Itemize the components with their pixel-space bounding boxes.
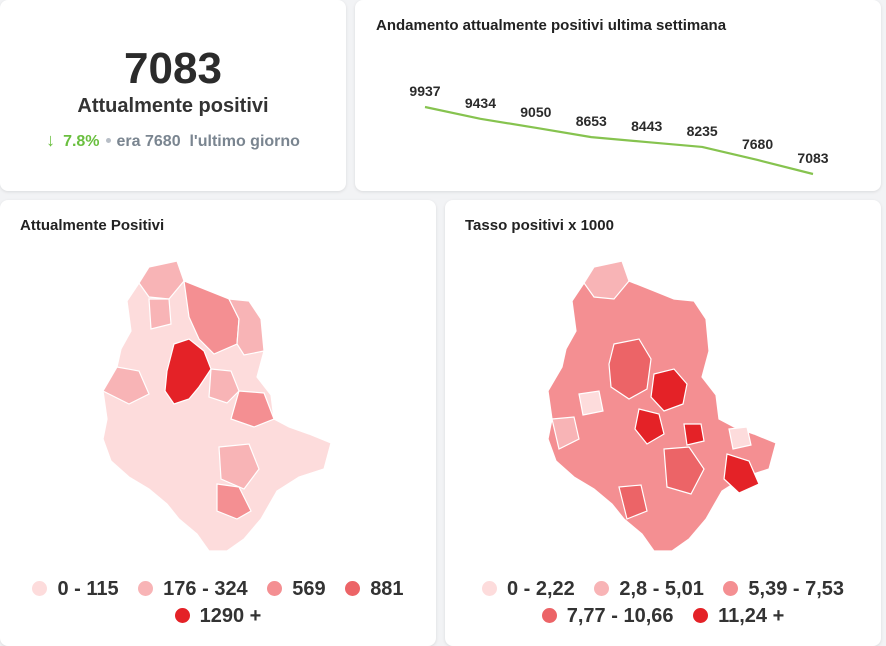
legend-swatch [267,581,283,596]
legend-row: 0 - 2,22 2,8 - 5,01 5,39 - 7,53 [445,578,881,601]
legend-item: 1290 + [174,605,262,628]
legend-swatch [174,608,190,623]
region-shape [578,390,604,416]
region-shape [164,338,212,405]
legend-label: 11,24 + [718,605,785,627]
legend-label: 1290 + [199,605,262,627]
region-shape [683,423,705,446]
legend-swatch [481,581,497,596]
data-label: 9434 [465,95,496,111]
map-left-title: Attualmente Positivi [20,217,165,234]
legend-tasso: 0 - 2,22 2,8 - 5,01 5,39 - 7,53 7,77 - 1… [445,578,881,632]
legend-swatch [594,581,610,596]
legend-label: 176 - 324 [163,578,248,600]
legend-swatch [541,608,557,623]
legend-row: 7,77 - 10,66 11,24 + [445,605,881,628]
arrow-down-icon: ↓ [46,130,56,150]
trend-title: Andamento attualmente positivi ultima se… [376,17,727,34]
legend-item: 7,77 - 10,66 [541,605,674,628]
data-label: 7680 [742,136,773,152]
kpi-value: 7083 [124,44,222,93]
kpi-delta: ↓ 7.8% era 7680 l'ultimo giorno [0,130,346,151]
legend-swatch [693,608,709,623]
legend-label: 881 [370,578,404,600]
legend-item: 2,8 - 5,01 [594,578,704,601]
legend-label: 0 - 2,22 [506,578,575,600]
map-card-tasso: Tasso positivi x 1000 0 - 2,22 2,8 - 5,0… [445,200,881,646]
region-shape [227,298,265,356]
kpi-prev-text: era 7680 [116,133,181,150]
umbria-map-positivi[interactable] [0,200,436,570]
region-shape [148,298,172,330]
legend-item: 5,39 - 7,53 [723,578,844,601]
region-shape [663,446,705,495]
region-shape [551,416,580,450]
legend-label: 569 [292,578,326,600]
trend-card: Andamento attualmente positivi ultima se… [355,0,881,191]
legend-label: 0 - 115 [57,578,119,600]
legend-item: 0 - 2,22 [481,578,575,601]
data-label: 9050 [520,104,551,120]
data-label: 7083 [797,150,828,166]
kpi-delta-pct: 7.8% [63,133,100,150]
kpi-label: Attualmente positivi [77,95,269,117]
region-shape [216,483,252,520]
legend-row: 0 - 115 176 - 324 569 881 [0,578,436,601]
legend-item: 176 - 324 [138,578,248,601]
region-shape [218,443,260,490]
region-shape [102,366,150,405]
umbria-map-tasso[interactable] [445,200,881,570]
legend-label: 7,77 - 10,66 [566,605,674,627]
legend-swatch [32,581,48,596]
trend-chart: 9937 9434 9050 8653 8443 8235 7680 7083 [409,83,829,176]
legend-row: 1290 + [0,605,436,628]
region-shape [723,453,760,494]
data-label: 9937 [409,83,440,99]
legend-item: 11,24 + [693,605,784,628]
kpi-card: 7083 Attualmente positivi ↓ 7.8% era 7680 … [0,0,346,191]
data-label: 8235 [687,123,718,139]
data-label: 8653 [576,113,607,129]
data-label: 8443 [631,118,662,134]
region-shape [650,368,688,412]
legend-swatch [138,581,154,596]
region-shape [618,484,648,520]
region-shape [634,408,665,445]
map-right-title: Tasso positivi x 1000 [465,217,614,234]
map-card-positivi: Attualmente Positivi 0 - 115 176 - 324 5… [0,200,436,646]
legend-swatch [723,581,739,596]
legend-swatch [345,581,361,596]
region-shape [728,426,752,450]
kpi-prev-suffix: l'ultimo giorno [189,133,300,150]
region-shape [230,390,275,428]
legend-positivi: 0 - 115 176 - 324 569 881 1290 + [0,578,436,632]
legend-label: 5,39 - 7,53 [748,578,845,600]
legend-label: 2,8 - 5,01 [619,578,704,600]
legend-item: 569 [267,578,326,601]
region-shape [608,338,652,400]
separator-dot [105,137,111,143]
legend-item: 0 - 115 [32,578,119,601]
legend-item: 881 [345,578,404,601]
trend-line [424,105,814,176]
region-shape [583,260,630,300]
region-shape [208,368,240,404]
